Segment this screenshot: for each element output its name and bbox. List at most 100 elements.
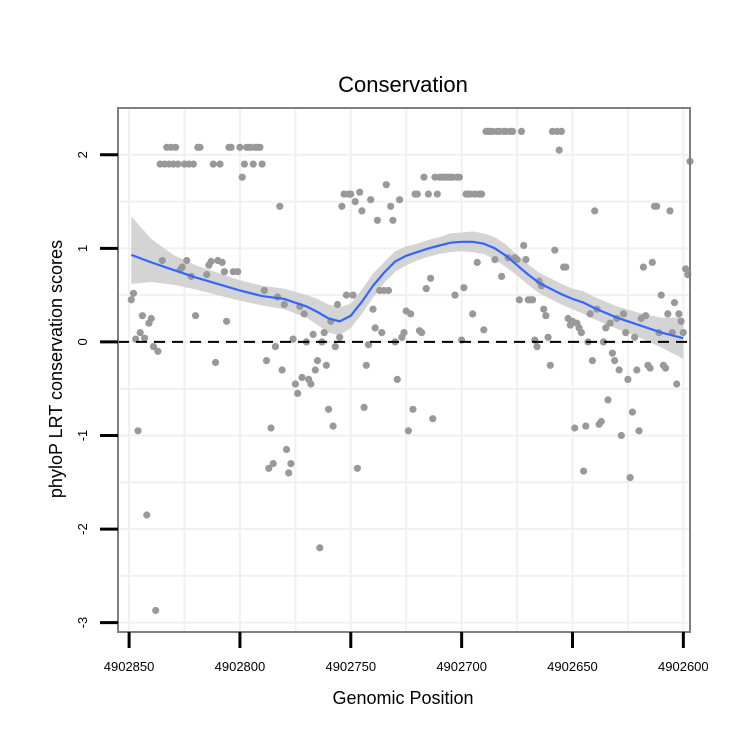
data-point (360, 403, 368, 411)
data-point (329, 422, 337, 430)
data-point (529, 296, 537, 304)
data-point (172, 143, 180, 151)
data-point (282, 445, 291, 454)
data-point (353, 464, 361, 472)
data-point (311, 366, 319, 374)
data-point (349, 291, 357, 299)
data-point (662, 364, 670, 372)
data-point (220, 268, 228, 276)
data-point (460, 284, 468, 292)
data-point (551, 246, 559, 254)
data-point (617, 431, 625, 440)
x-axis-label: Genomic Position (332, 688, 473, 708)
data-point (522, 256, 530, 264)
data-point (427, 274, 435, 282)
data-point (362, 361, 370, 369)
data-point (143, 511, 151, 519)
data-point (276, 202, 284, 210)
data-point (356, 188, 364, 196)
confidence-ribbon (131, 216, 684, 359)
data-point (141, 334, 149, 342)
data-point (469, 310, 477, 318)
data-point (234, 268, 242, 276)
data-point (571, 424, 579, 432)
data-point (480, 326, 488, 334)
data-point (265, 464, 273, 472)
data-point (218, 258, 226, 266)
data-point (358, 207, 366, 215)
data-point (517, 127, 526, 135)
data-point (203, 271, 211, 279)
data-point (289, 335, 297, 343)
data-point (597, 417, 605, 426)
data-point (542, 312, 550, 320)
data-point (238, 173, 246, 181)
data-point (294, 389, 302, 397)
y-tick-label: -3 (75, 617, 90, 629)
data-point (491, 256, 499, 264)
data-point (256, 143, 264, 151)
data-point (269, 460, 277, 468)
data-point (249, 160, 257, 168)
data-point (633, 366, 641, 374)
data-point (582, 422, 590, 430)
data-point (588, 357, 597, 365)
data-point (540, 305, 548, 313)
data-point (158, 256, 166, 265)
data-point (679, 329, 687, 337)
data-point (271, 343, 279, 351)
data-point (236, 143, 244, 151)
data-point (262, 357, 271, 365)
data-point (513, 256, 521, 264)
data-point (183, 256, 191, 265)
chart-title: Conservation (338, 72, 468, 97)
data-point (338, 202, 346, 210)
data-point (631, 333, 639, 341)
data-point (533, 343, 541, 351)
y-tick-label: 2 (75, 151, 90, 158)
x-tick-label: 4902850 (104, 659, 155, 674)
data-point (216, 160, 224, 168)
data-point (320, 329, 328, 337)
data-point (152, 606, 160, 615)
data-point (127, 296, 135, 304)
data-point (520, 241, 528, 250)
panel-border (117, 107, 691, 633)
x-tick-label: 4902600 (658, 659, 709, 674)
data-point (178, 263, 186, 271)
data-point (424, 190, 432, 198)
data-point (642, 312, 650, 320)
data-point (196, 143, 204, 151)
data-point (599, 338, 608, 346)
data-point (611, 357, 619, 365)
data-point (313, 357, 322, 365)
data-point (382, 181, 390, 189)
x-tick-label: 4902700 (436, 659, 487, 674)
data-point (371, 324, 379, 332)
data-point (278, 366, 286, 374)
data-point (378, 329, 386, 337)
data-point (287, 460, 295, 468)
panel-background (118, 108, 690, 632)
data-point (478, 190, 486, 198)
data-point (389, 216, 397, 224)
data-point (429, 415, 437, 423)
data-point (393, 375, 401, 383)
data-point (413, 190, 421, 198)
data-point (322, 361, 330, 369)
data-point (422, 285, 430, 293)
data-point (280, 300, 288, 309)
data-point (347, 190, 355, 198)
data-point (404, 427, 412, 435)
data-point (420, 173, 428, 181)
data-point (664, 310, 672, 318)
data-point (498, 272, 506, 280)
data-point (577, 329, 586, 337)
data-point (624, 375, 632, 383)
data-point (149, 343, 158, 351)
smooth-line (130, 240, 684, 340)
data-point (451, 291, 459, 299)
data-point (473, 258, 481, 266)
y-axis-label: phyloP LRT conservation scores (46, 240, 66, 498)
data-point (586, 310, 594, 318)
